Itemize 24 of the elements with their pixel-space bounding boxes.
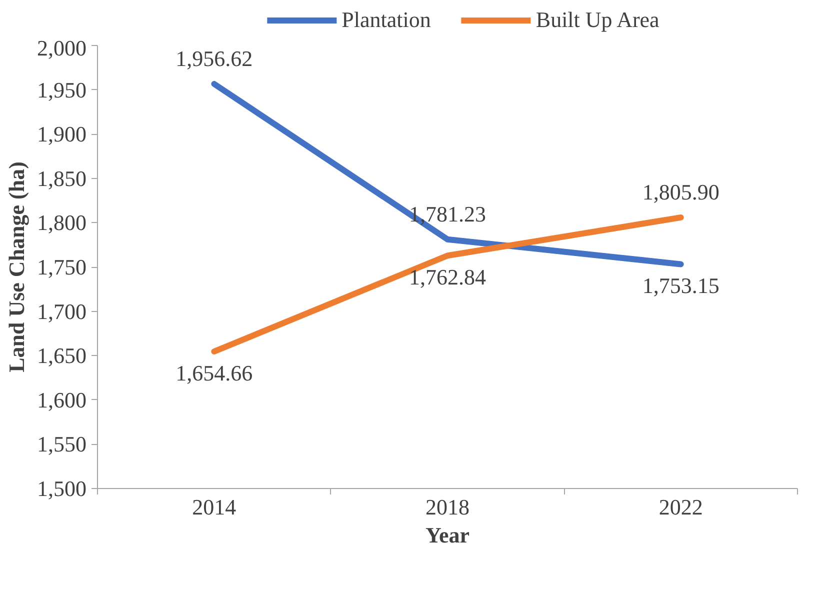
x-axis-title: Year — [426, 522, 470, 548]
y-tick-label: 1,500 — [37, 476, 86, 501]
y-tick-label: 1,700 — [37, 298, 86, 324]
y-axis-title: Land Use Change (ha) — [4, 162, 29, 372]
data-label: 1,956.62 — [176, 46, 253, 71]
y-tick-label: 1,650 — [37, 343, 86, 368]
data-label: 1,781.23 — [409, 201, 486, 226]
y-tick-label: 1,750 — [37, 254, 86, 280]
y-tick-label: 1,550 — [37, 432, 86, 457]
data-label: 1,753.15 — [642, 273, 720, 298]
data-label: 1,762.84 — [409, 264, 486, 290]
x-tick-label: 2018 — [426, 494, 470, 520]
x-tick-label: 2022 — [658, 494, 703, 520]
legend-label: Built Up Area — [536, 7, 660, 33]
x-tick-label: 2014 — [192, 494, 236, 520]
y-tick-label: 1,600 — [37, 387, 86, 412]
y-tick-label: 1,950 — [37, 77, 86, 102]
y-tick-label: 1,900 — [37, 122, 86, 147]
y-tick-label: 1,850 — [37, 166, 86, 191]
y-tick-label: 1,800 — [37, 210, 86, 236]
data-label: 1,805.90 — [642, 179, 720, 204]
y-tick-label: 2,000 — [37, 36, 86, 60]
legend-label: Plantation — [342, 7, 431, 33]
data-label: 1,654.66 — [176, 360, 253, 386]
